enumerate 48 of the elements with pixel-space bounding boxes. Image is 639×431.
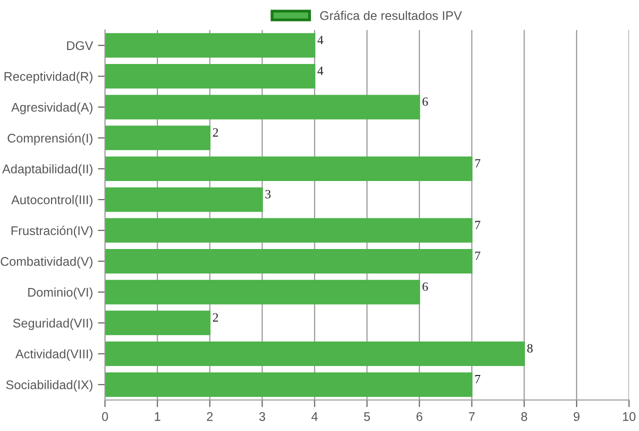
x-tick-label: 2 (206, 412, 213, 421)
data-label: 7 (475, 220, 480, 230)
data-label: 7 (475, 252, 480, 260)
bar (105, 33, 316, 58)
data-label: 8 (527, 344, 533, 353)
bar (105, 280, 420, 304)
bar (105, 341, 525, 366)
data-label: 4 (317, 66, 324, 75)
data-label: 6 (422, 97, 428, 106)
y-tick-label: Frustración(IV) (12, 226, 92, 238)
x-tick-label: 1 (154, 412, 160, 421)
data-label: 3 (265, 190, 271, 198)
bar (105, 310, 210, 336)
y-tick-label: Comprensión(I) (8, 133, 92, 146)
legend-label: Gráfica de resultados IPV (320, 10, 462, 20)
x-tick-label: 9 (574, 412, 580, 421)
data-label: 7 (475, 159, 480, 168)
x-tick-label: 7 (468, 412, 475, 421)
data-label: 2 (212, 128, 218, 137)
x-tick-label: 8 (521, 412, 528, 421)
y-tick-label: Sociabilidad(IX) (6, 380, 92, 392)
data-label: 7 (475, 375, 480, 384)
data-label: 4 (317, 36, 324, 44)
x-tick-label: 4 (311, 412, 318, 421)
y-tick-label: Receptividad(R) (4, 72, 92, 84)
y-tick-label: Agresividad(A) (11, 102, 92, 114)
bar (105, 64, 316, 89)
y-tick-label: Dominio(VI) (28, 288, 92, 300)
y-tick-label: DGV (67, 41, 94, 50)
bar (105, 94, 420, 120)
bar (105, 248, 472, 274)
x-tick-label: 0 (102, 412, 108, 421)
bar (105, 218, 472, 243)
y-tick-label: Adaptabilidad(II) (2, 164, 92, 176)
bar (105, 156, 472, 182)
data-label: 2 (212, 313, 218, 322)
data-label: 6 (422, 282, 428, 291)
bar (105, 126, 210, 150)
y-tick-label: Autocontrol(III) (11, 195, 92, 207)
bar (105, 372, 472, 397)
x-tick-label: 3 (259, 412, 266, 421)
x-tick-label: 10 (623, 412, 636, 421)
x-tick-label: 6 (416, 412, 422, 421)
y-tick-label: Seguridad(VII) (13, 318, 92, 330)
x-tick-label: 5 (364, 412, 370, 421)
y-tick-label: Actividad(VIII) (15, 349, 92, 361)
y-tick-label: Combatividad(V) (0, 256, 92, 268)
bar (105, 187, 263, 212)
